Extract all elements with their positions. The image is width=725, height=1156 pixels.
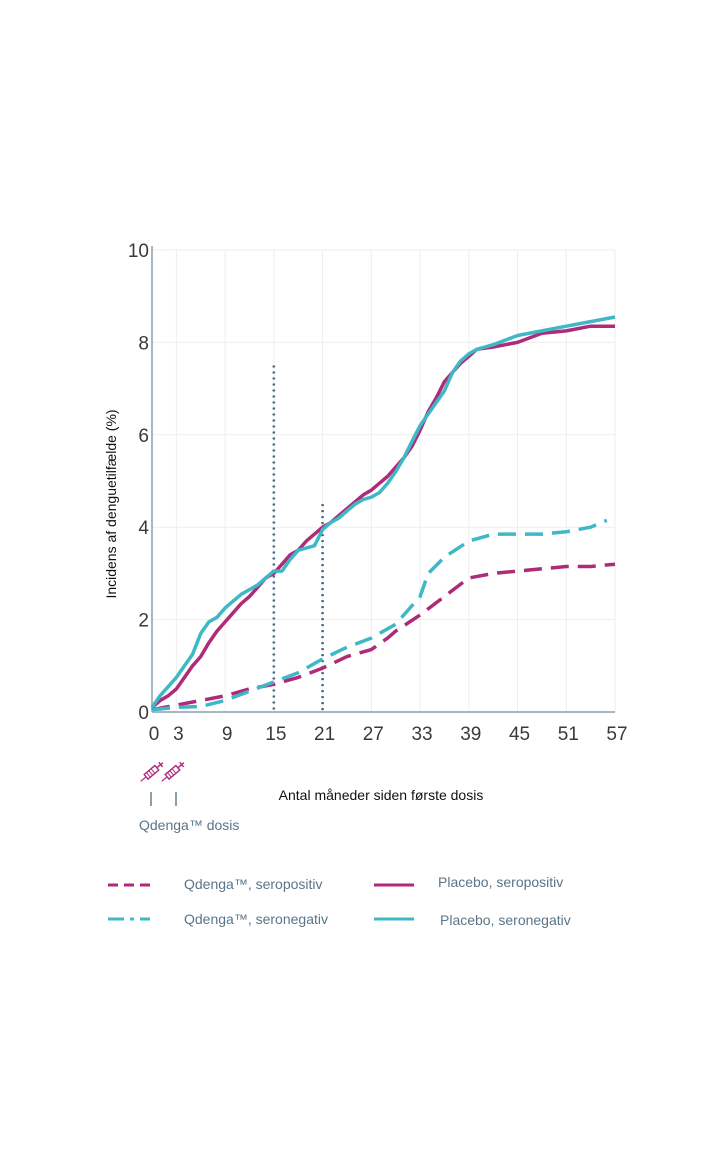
dose-label: Qdenga™ dosis	[139, 817, 239, 833]
syringe-icon	[140, 761, 164, 782]
y-tick-label: 0	[138, 703, 149, 724]
y-tick-label: 6	[138, 426, 149, 447]
x-tick-label: 3	[173, 724, 184, 745]
x-tick-labels: 0 3 9 15 21 27 33 39 45 51 57	[149, 724, 628, 745]
legend-label-qdenga-seronegativ: Qdenga™, seronegativ	[184, 911, 328, 927]
legend-item-placebo-seropositiv: Placebo, seropositiv	[374, 874, 563, 890]
y-tick-label: 4	[138, 518, 149, 539]
legend-item-placebo-seronegativ: Placebo, seronegativ	[374, 912, 571, 928]
syringe-icon	[161, 761, 185, 782]
x-tick-label: 33	[411, 724, 432, 745]
series-line-qdenga-seronegativ	[151, 518, 608, 712]
x-tick-label: 27	[363, 724, 384, 745]
legend-label-placebo-seronegativ: Placebo, seronegativ	[440, 912, 571, 928]
legend-label-placebo-seropositiv: Placebo, seropositiv	[438, 874, 563, 890]
x-tick-label: 15	[265, 724, 286, 745]
y-tick-label: 8	[138, 333, 149, 354]
x-tick-label: 45	[509, 724, 530, 745]
x-tick-label: 9	[222, 724, 233, 745]
x-axis-label: Antal måneder siden første dosis	[279, 787, 484, 803]
legend: Qdenga™, seropositiv Placebo, seropositi…	[108, 874, 571, 928]
y-axis-label: Incidens af denguetilfælde (%)	[103, 409, 119, 598]
axes	[151, 246, 615, 713]
x-tick-label: 51	[558, 724, 579, 745]
series-line-qdenga-seropositiv	[151, 562, 616, 712]
legend-item-qdenga-seropositiv: Qdenga™, seropositiv	[108, 876, 323, 892]
dose-markers: Qdenga™ dosis	[139, 761, 239, 833]
x-tick-label: 39	[460, 724, 481, 745]
legend-label-qdenga-seropositiv: Qdenga™, seropositiv	[184, 876, 323, 892]
series-line-placebo-seropositiv	[150, 324, 615, 709]
x-tick-label: 21	[314, 724, 335, 745]
x-tick-label: 0	[149, 724, 160, 745]
y-tick-label: 2	[138, 611, 149, 632]
series-group	[150, 315, 616, 712]
legend-item-qdenga-seronegativ: Qdenga™, seronegativ	[108, 911, 328, 927]
reference-lines	[272, 365, 324, 712]
y-tick-label: 10	[128, 241, 149, 262]
series-line-placebo-seronegativ	[150, 315, 616, 709]
y-tick-labels: 0 2 4 6 8 10	[128, 241, 150, 724]
x-tick-label: 57	[606, 724, 627, 745]
